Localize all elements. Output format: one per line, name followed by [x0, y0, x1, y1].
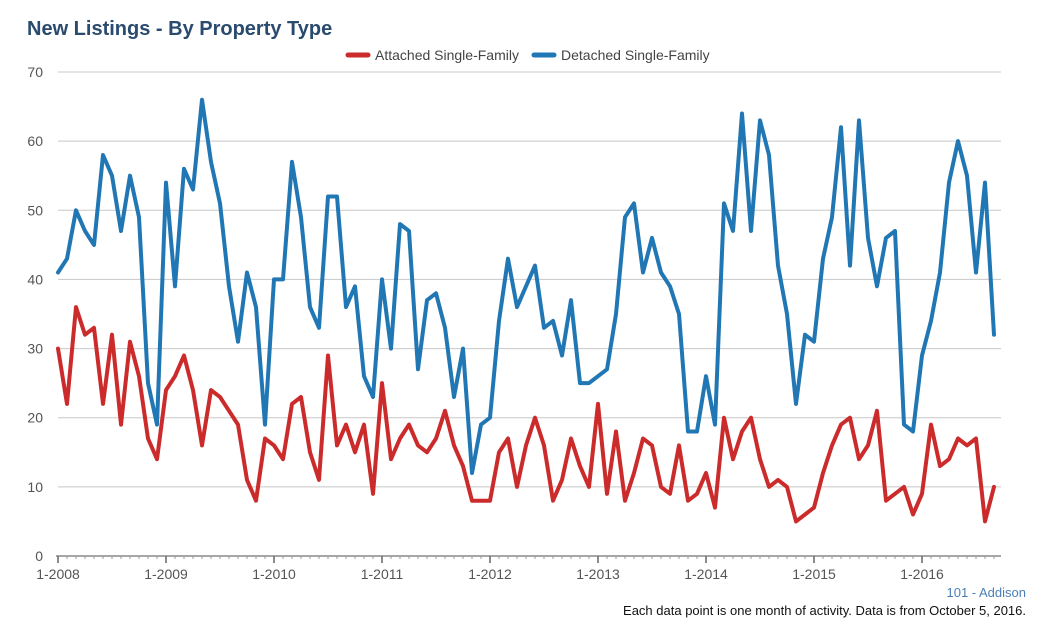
legend-item-attached[interactable]: Attached Single-Family — [345, 47, 519, 63]
data-note: Each data point is one month of activity… — [623, 603, 1026, 618]
legend-label: Attached Single-Family — [375, 47, 519, 63]
location-label: 101 - Addison — [946, 585, 1026, 600]
y-tick-label: 30 — [27, 341, 43, 357]
x-tick-label: 1-2014 — [684, 566, 728, 582]
y-tick-label: 50 — [27, 202, 43, 218]
series-lines — [56, 97, 996, 524]
series-line-attached — [56, 305, 996, 524]
x-tick-label: 1-2010 — [252, 566, 296, 582]
x-tick-label: 1-2012 — [468, 566, 512, 582]
x-axis: 1-2008 1-2009 1-2010 1-2011 1-2012 1-2013 1-20… — [36, 555, 1001, 582]
legend-label: Detached Single-Family — [561, 47, 710, 63]
x-tick-label: 1-2015 — [792, 566, 836, 582]
x-tick-label: 1-2008 — [36, 566, 80, 582]
y-tick-label: 10 — [27, 479, 43, 495]
x-tick-label: 1-2016 — [900, 566, 944, 582]
y-tick-label: 60 — [27, 133, 43, 149]
x-tick-label: 1-2009 — [144, 566, 188, 582]
x-tick-label: 1-2011 — [361, 566, 404, 582]
series-line-detached — [56, 97, 996, 475]
y-axis: 0 10 20 30 40 50 60 70 — [27, 64, 43, 564]
y-tick-label: 20 — [27, 410, 43, 426]
y-tick-label: 40 — [27, 271, 43, 287]
legend[interactable]: Attached Single-Family Detached Single-Fa… — [345, 47, 710, 63]
legend-item-detached[interactable]: Detached Single-Family — [531, 47, 710, 63]
y-tick-label: 0 — [35, 548, 43, 564]
chart-title: New Listings - By Property Type — [27, 18, 333, 40]
x-tick-label: 1-2013 — [576, 566, 620, 582]
y-tick-label: 70 — [27, 64, 43, 80]
